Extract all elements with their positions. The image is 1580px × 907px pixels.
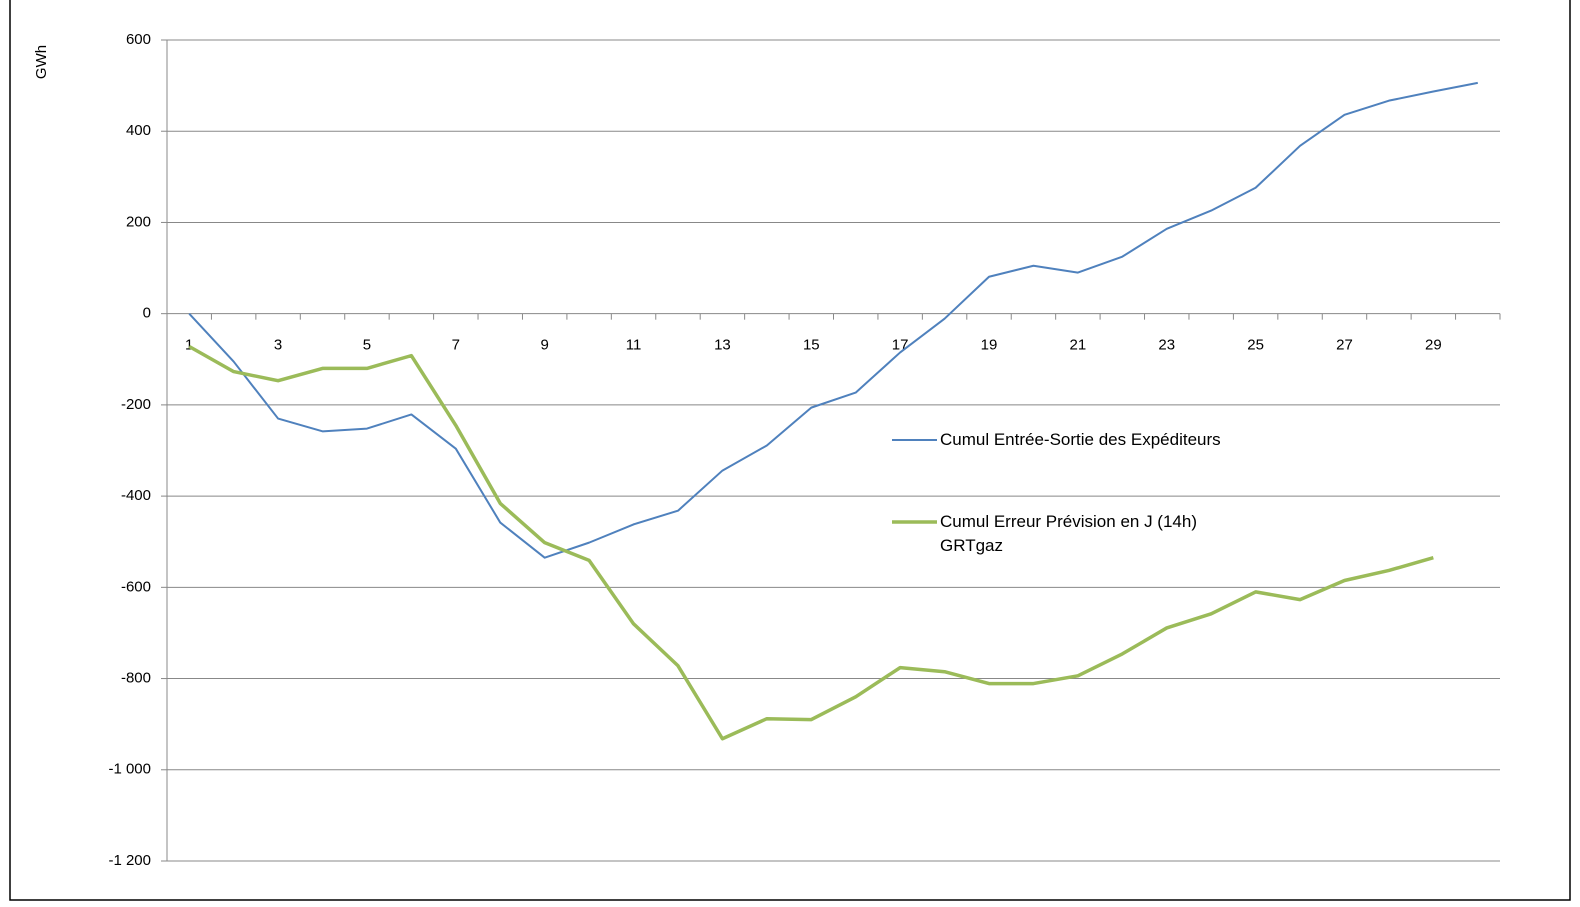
legend-label: Cumul Entrée-Sortie des Expéditeurs [940, 430, 1221, 449]
x-tick-label: 15 [803, 337, 820, 354]
y-tick-label: -1 000 [108, 761, 151, 778]
chart-frame [9, 0, 1571, 901]
x-tick-label: 27 [1336, 337, 1353, 354]
x-tick-label: 23 [1158, 337, 1175, 354]
y-axis-title: GWh [33, 45, 50, 79]
x-tick-label: 3 [274, 337, 282, 354]
x-tick-label: 1 [185, 337, 193, 354]
legend-label: Cumul Erreur Prévision en J (14h) GRTgaz [940, 512, 1197, 555]
x-tick-label: 13 [714, 337, 731, 354]
x-tick-label: 5 [363, 337, 371, 354]
series-line [188, 344, 1434, 741]
y-tick-label: -400 [121, 487, 151, 504]
y-tick-label: 0 [143, 305, 151, 322]
y-tick-label: 200 [126, 213, 151, 230]
x-tick-label: 17 [892, 337, 909, 354]
y-tick-label: -200 [121, 396, 151, 413]
x-tick-label: 11 [626, 337, 642, 354]
y-tick-label: -600 [121, 578, 151, 595]
x-tick-label: 19 [981, 337, 998, 354]
x-tick-label: 21 [1070, 337, 1087, 354]
x-tick-label: 25 [1247, 337, 1264, 354]
y-tick-label: 400 [126, 122, 151, 139]
series-line [188, 81, 1478, 559]
x-tick-label: 9 [541, 337, 549, 354]
y-tick-label: -800 [121, 670, 151, 687]
x-tick-label: 29 [1425, 337, 1442, 354]
y-tick-label: -1 200 [108, 852, 151, 869]
x-tick-label: 7 [452, 337, 460, 354]
y-tick-label: 600 [126, 31, 151, 48]
